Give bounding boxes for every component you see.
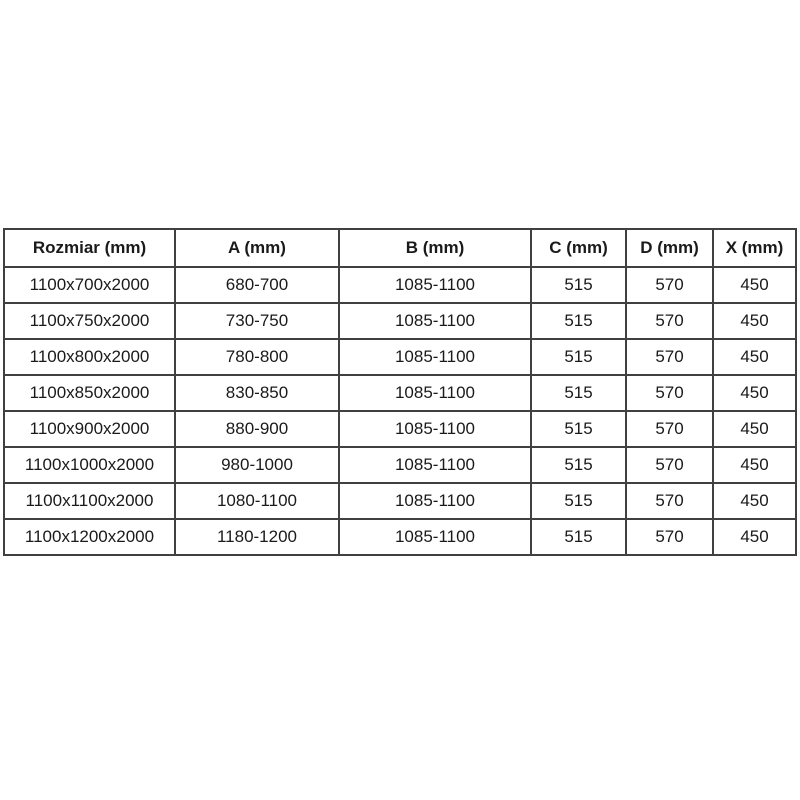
- table-cell-d: 570: [625, 338, 714, 376]
- table-header-row: Rozmiar (mm) A (mm) B (mm) C (mm) D (mm)…: [3, 228, 797, 268]
- table-cell-c: 515: [530, 374, 627, 412]
- table-cell-x: 450: [712, 302, 797, 340]
- table-cell-a: 830-850: [174, 374, 340, 412]
- table-cell-c: 515: [530, 446, 627, 484]
- table-cell-a: 730-750: [174, 302, 340, 340]
- table-row: 1100x1200x2000 1180-1200 1085-1100 515 5…: [3, 518, 797, 556]
- column-header-d: D (mm): [625, 228, 714, 268]
- table-cell-d: 570: [625, 446, 714, 484]
- table-cell-d: 570: [625, 266, 714, 304]
- table-row: 1100x750x2000 730-750 1085-1100 515 570 …: [3, 302, 797, 340]
- table-cell-rozmiar: 1100x700x2000: [3, 266, 176, 304]
- table-row: 1100x800x2000 780-800 1085-1100 515 570 …: [3, 338, 797, 376]
- column-header-c: C (mm): [530, 228, 627, 268]
- table-cell-rozmiar: 1100x1000x2000: [3, 446, 176, 484]
- table-cell-rozmiar: 1100x750x2000: [3, 302, 176, 340]
- table-cell-rozmiar: 1100x800x2000: [3, 338, 176, 376]
- table-cell-b: 1085-1100: [338, 338, 532, 376]
- table-cell-c: 515: [530, 410, 627, 448]
- table-cell-b: 1085-1100: [338, 518, 532, 556]
- table-row: 1100x1000x2000 980-1000 1085-1100 515 57…: [3, 446, 797, 484]
- table-cell-b: 1085-1100: [338, 446, 532, 484]
- table-cell-a: 980-1000: [174, 446, 340, 484]
- table-cell-d: 570: [625, 482, 714, 520]
- table-cell-d: 570: [625, 410, 714, 448]
- table-cell-rozmiar: 1100x850x2000: [3, 374, 176, 412]
- table-cell-a: 780-800: [174, 338, 340, 376]
- table-cell-c: 515: [530, 518, 627, 556]
- table-cell-d: 570: [625, 302, 714, 340]
- table-cell-a: 880-900: [174, 410, 340, 448]
- table-cell-x: 450: [712, 266, 797, 304]
- table-cell-b: 1085-1100: [338, 374, 532, 412]
- table-cell-rozmiar: 1100x900x2000: [3, 410, 176, 448]
- table-row: 1100x1100x2000 1080-1100 1085-1100 515 5…: [3, 482, 797, 520]
- column-header-a: A (mm): [174, 228, 340, 268]
- size-table: Rozmiar (mm) A (mm) B (mm) C (mm) D (mm)…: [3, 228, 797, 556]
- table-cell-c: 515: [530, 482, 627, 520]
- table-cell-b: 1085-1100: [338, 410, 532, 448]
- table-row: 1100x700x2000 680-700 1085-1100 515 570 …: [3, 266, 797, 304]
- table-cell-x: 450: [712, 374, 797, 412]
- table-cell-c: 515: [530, 302, 627, 340]
- table-cell-a: 680-700: [174, 266, 340, 304]
- table-cell-b: 1085-1100: [338, 302, 532, 340]
- table-cell-x: 450: [712, 338, 797, 376]
- table-cell-b: 1085-1100: [338, 266, 532, 304]
- column-header-x: X (mm): [712, 228, 797, 268]
- table-cell-rozmiar: 1100x1100x2000: [3, 482, 176, 520]
- table-cell-x: 450: [712, 518, 797, 556]
- table-row: 1100x900x2000 880-900 1085-1100 515 570 …: [3, 410, 797, 448]
- table-cell-c: 515: [530, 266, 627, 304]
- table-cell-a: 1080-1100: [174, 482, 340, 520]
- table-cell-c: 515: [530, 338, 627, 376]
- table-cell-d: 570: [625, 374, 714, 412]
- table-cell-b: 1085-1100: [338, 482, 532, 520]
- table-cell-d: 570: [625, 518, 714, 556]
- table-cell-x: 450: [712, 446, 797, 484]
- column-header-rozmiar: Rozmiar (mm): [3, 228, 176, 268]
- column-header-b: B (mm): [338, 228, 532, 268]
- table-cell-a: 1180-1200: [174, 518, 340, 556]
- table-row: 1100x850x2000 830-850 1085-1100 515 570 …: [3, 374, 797, 412]
- size-table-container: Rozmiar (mm) A (mm) B (mm) C (mm) D (mm)…: [3, 228, 797, 556]
- table-cell-x: 450: [712, 410, 797, 448]
- table-cell-x: 450: [712, 482, 797, 520]
- table-cell-rozmiar: 1100x1200x2000: [3, 518, 176, 556]
